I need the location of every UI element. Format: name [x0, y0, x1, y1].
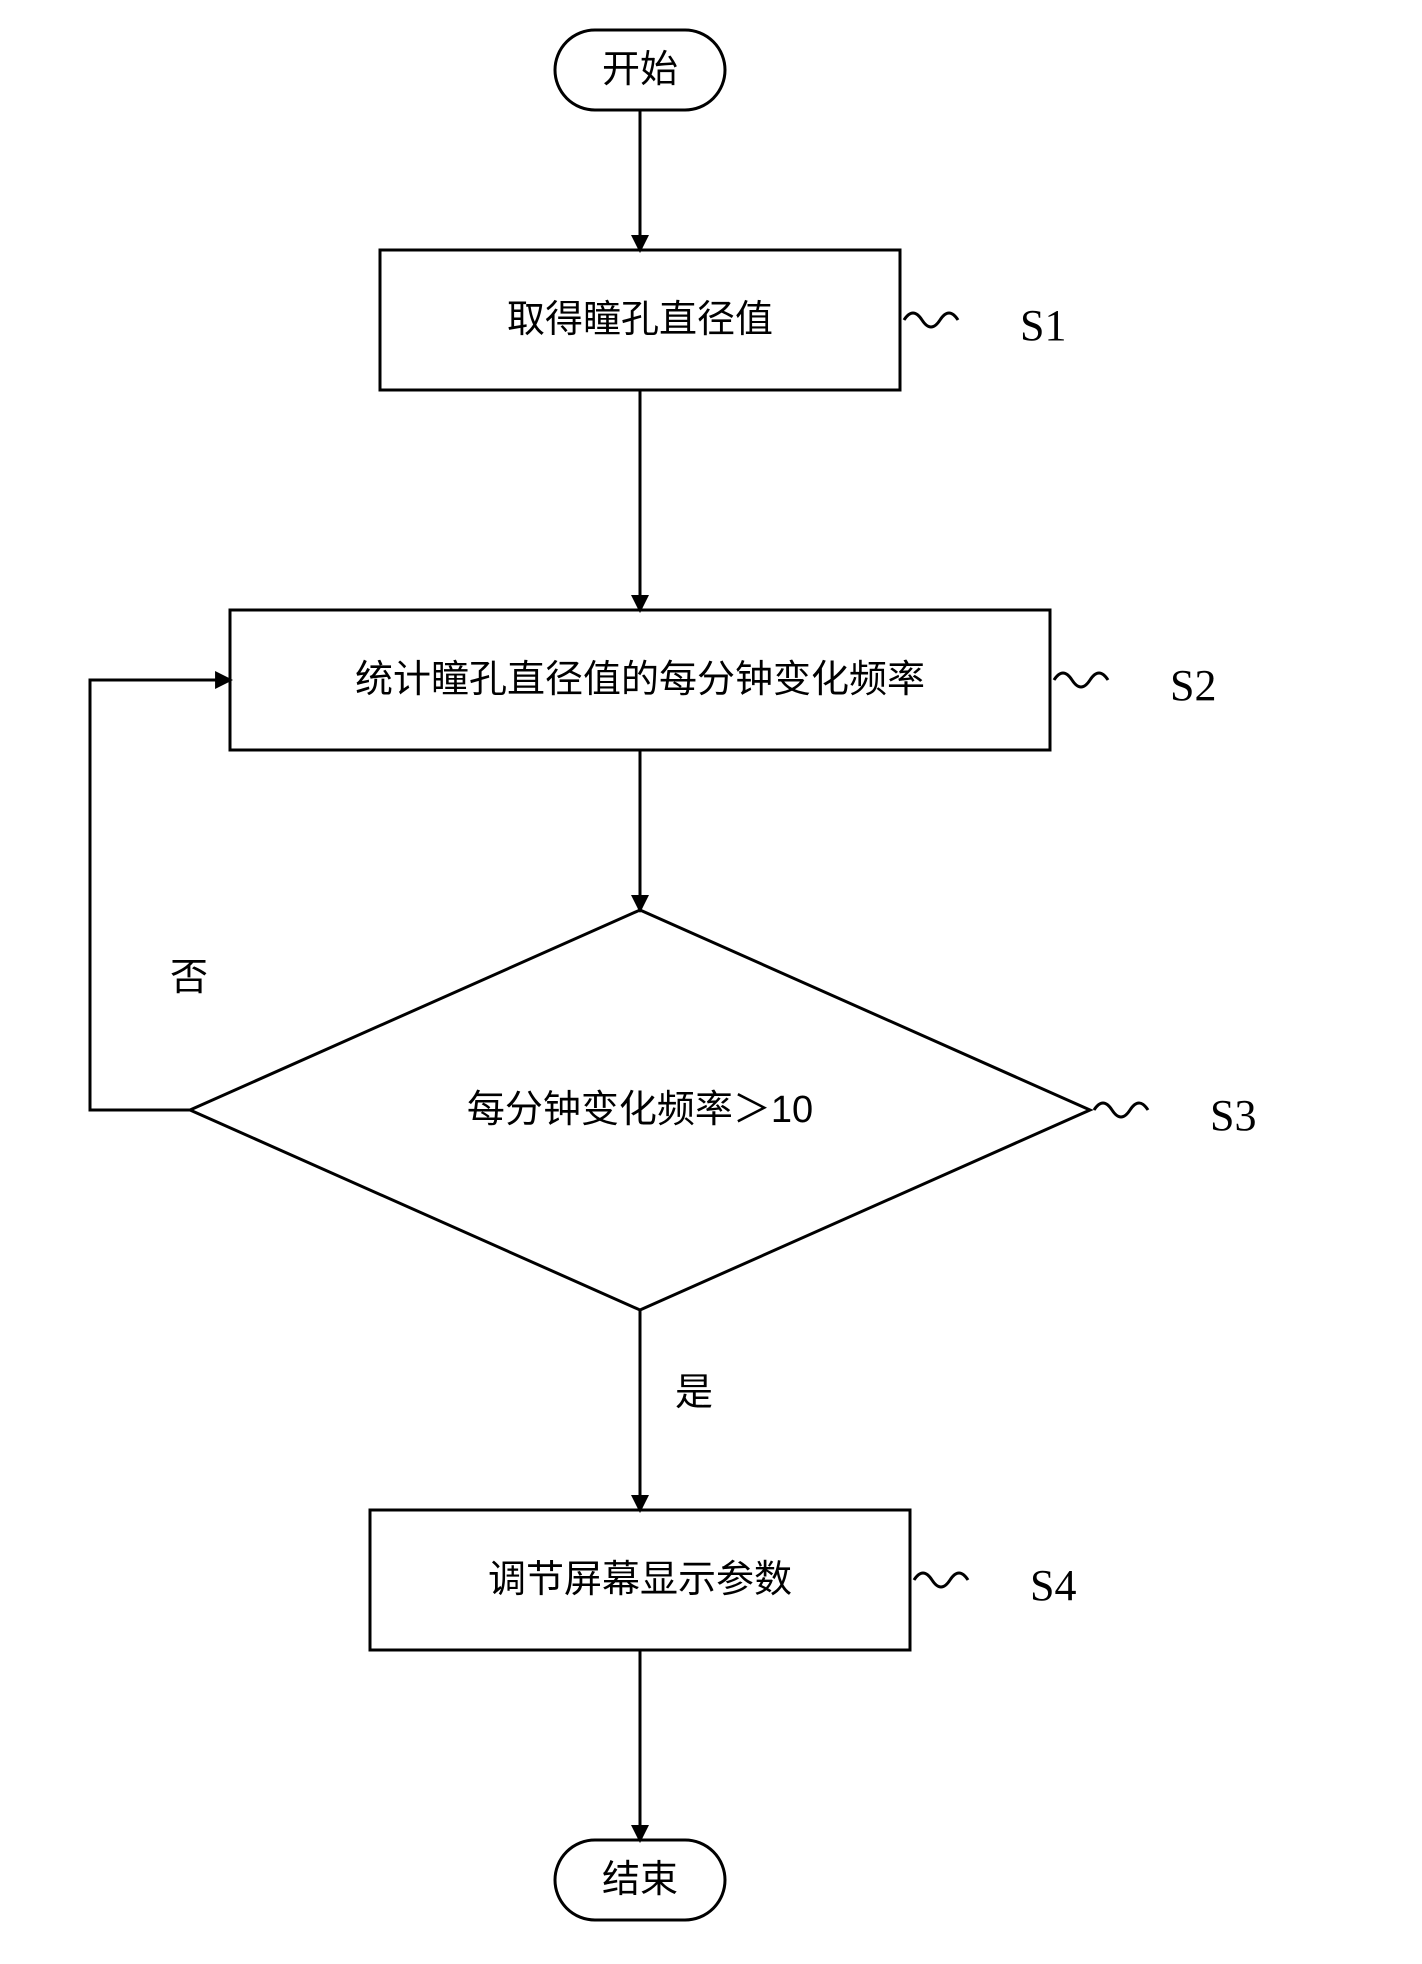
node-s4: 调节屏幕显示参数	[370, 1510, 910, 1650]
node-s1: 取得瞳孔直径值	[380, 250, 900, 390]
node-s3-label: 每分钟变化频率＞10	[467, 1089, 813, 1131]
nodes-layer: 开始取得瞳孔直径值统计瞳孔直径值的每分钟变化频率每分钟变化频率＞10 调节屏幕显示…	[190, 30, 1090, 1920]
node-start: 开始	[555, 30, 725, 110]
node-s3: 每分钟变化频率＞10	[190, 910, 1090, 1310]
node-s1-label: 取得瞳孔直径值	[507, 299, 773, 341]
edge-s3-s2	[90, 680, 230, 1110]
edge-label-是: 是	[675, 1372, 713, 1414]
labels-layer: S1 S2 S3 S4 是 否	[170, 301, 1256, 1610]
step-label-s4: S4	[1030, 1561, 1076, 1610]
node-s2-label: 统计瞳孔直径值的每分钟变化频率	[355, 659, 925, 701]
node-start-label: 开始	[602, 49, 678, 91]
flowchart-canvas: 开始取得瞳孔直径值统计瞳孔直径值的每分钟变化频率每分钟变化频率＞10 调节屏幕显示…	[0, 0, 1422, 1964]
node-s2: 统计瞳孔直径值的每分钟变化频率	[230, 610, 1050, 750]
node-end: 结束	[555, 1840, 725, 1920]
step-connector-tilde	[1094, 1103, 1148, 1117]
step-connector-tilde	[904, 313, 958, 327]
step-connector-tilde	[1054, 673, 1108, 687]
edge-label-否: 否	[170, 957, 208, 999]
step-label-s1: S1	[1020, 301, 1066, 350]
node-s4-label: 调节屏幕显示参数	[488, 1559, 792, 1601]
node-end-label: 结束	[602, 1859, 678, 1901]
step-label-s3: S3	[1210, 1091, 1256, 1140]
step-connector-tilde	[914, 1573, 968, 1587]
step-label-s2: S2	[1170, 661, 1216, 710]
